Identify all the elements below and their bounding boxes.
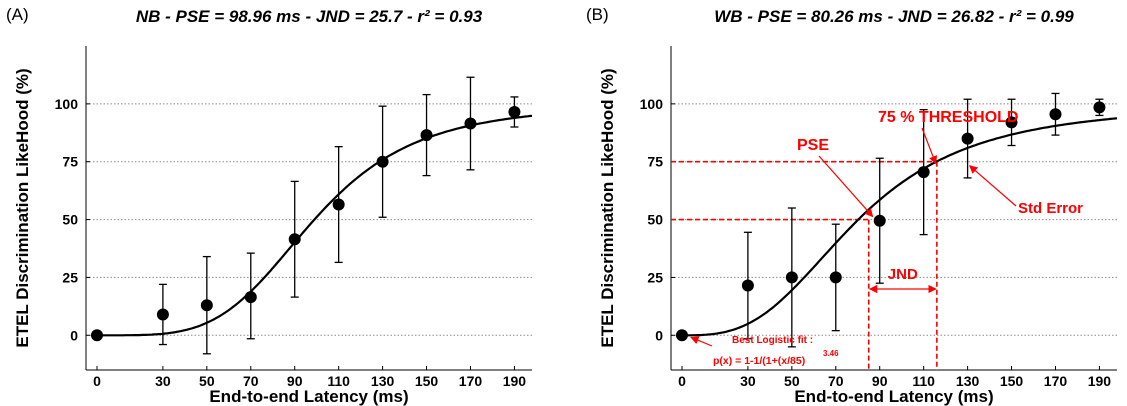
chart-0-y-tick-label: 25 [62, 269, 78, 285]
chart-0-title: NB - PSE = 98.96 ms - JND = 25.7 - r² = … [136, 7, 483, 26]
chart-0-data-point [464, 117, 477, 130]
chart-1-fit-curve [682, 117, 1118, 337]
chart-1-x-tick-label: 50 [784, 373, 800, 389]
chart-panel-b: (B) WB - PSE = 80.26 ms - JND = 26.82 - r… [584, 0, 1127, 406]
chart-1-x-tick-label: 90 [872, 373, 888, 389]
chart-0-data-point [288, 233, 301, 246]
chart-1-data-point [917, 166, 930, 179]
chart-1-x-tick-label: 150 [1000, 373, 1024, 389]
chart-1-data-point [1093, 101, 1106, 114]
chart-0-data-point [508, 105, 521, 118]
chart-1-fit-label-line1: Best Logistic fit : [732, 335, 813, 346]
chart-1-std-error-label: Std Error [1018, 200, 1083, 217]
chart-0-x-tick-label: 150 [415, 373, 439, 389]
chart-0-x-tick-label: 130 [371, 373, 395, 389]
chart-0-data-point [156, 308, 169, 321]
chart-0-data-point [200, 299, 213, 312]
chart-1-fit-label-exponent: 3.46 [823, 349, 839, 358]
chart-0-y-tick-label: 50 [62, 212, 78, 228]
chart-0-y-tick-label: 75 [62, 154, 78, 170]
chart-0-y-tick-label: 100 [55, 96, 79, 112]
chart-0-x-tick-label: 30 [155, 373, 171, 389]
chart-panel-a: (A) NB - PSE = 98.96 ms - JND = 25.7 - r²… [0, 0, 563, 406]
chart-1-pse-arrow [818, 155, 874, 218]
chart-0-data-point [244, 291, 257, 304]
chart-0-x-axis-label: End-to-end Latency (ms) [209, 387, 408, 406]
chart-1-std-error-arrow [968, 165, 1017, 207]
chart-1-x-tick-label: 0 [678, 373, 686, 389]
chart-0-data-point [376, 155, 389, 168]
chart-0-x-tick-label: 70 [243, 373, 259, 389]
chart-1-data-point [1005, 116, 1018, 129]
chart-1-panel-label: (B) [586, 5, 609, 24]
chart-a-svg: (A) NB - PSE = 98.96 ms - JND = 25.7 - r²… [6, 5, 533, 406]
chart-1-data-point [829, 271, 842, 284]
chart-0-fit-curve [97, 114, 533, 337]
chart-1-data-point [873, 214, 886, 227]
chart-0-x-tick-label: 110 [327, 373, 350, 389]
chart-1-y-tick-label: 25 [647, 269, 663, 285]
chart-0-data-point [90, 329, 103, 342]
chart-0-x-tick-label: 90 [287, 373, 303, 389]
chart-b-svg: (B) WB - PSE = 80.26 ms - JND = 26.82 - r… [586, 5, 1118, 406]
chart-1-pse-label: PSE [797, 137, 829, 154]
chart-1-x-tick-label: 130 [956, 373, 980, 389]
chart-1-fit-arrow [690, 336, 713, 347]
chart-0-x-tick-label: 190 [503, 373, 527, 389]
chart-0-x-tick-label: 50 [199, 373, 215, 389]
chart-1-x-tick-label: 190 [1088, 373, 1112, 389]
chart-1-x-axis-label: End-to-end Latency (ms) [794, 387, 993, 406]
chart-0-panel-label: (A) [6, 5, 29, 24]
chart-1-data-point [741, 279, 754, 292]
chart-1-jnd-label: JND [888, 266, 918, 283]
chart-1-x-tick-label: 30 [740, 373, 756, 389]
chart-1-fit-label-line2: p(x) = 1-1/(1+(x/85) [713, 355, 805, 367]
chart-1-y-tick-label: 75 [647, 154, 663, 170]
chart-0-y-tick-label: 0 [70, 327, 78, 343]
chart-1-threshold-label: 75 % THRESHOLD [878, 109, 1018, 126]
chart-1-x-tick-label: 170 [1044, 373, 1068, 389]
chart-1-data-point [675, 329, 688, 342]
chart-1-threshold-arrow [921, 127, 938, 165]
chart-1-data-point [785, 271, 798, 284]
chart-1-title: WB - PSE = 80.26 ms - JND = 26.82 - r² =… [714, 7, 1074, 26]
chart-0-x-tick-label: 0 [93, 373, 101, 389]
chart-1-data-point [1049, 108, 1062, 121]
chart-1-y-axis-label: ETEL Discrimination LikeHood (%) [598, 68, 617, 347]
chart-1-data-point [961, 132, 974, 145]
chart-1-y-tick-label: 0 [655, 327, 663, 343]
chart-1-x-tick-label: 70 [828, 373, 844, 389]
chart-0-y-axis-label: ETEL Discrimination LikeHood (%) [13, 68, 32, 347]
chart-1-y-tick-label: 100 [640, 96, 664, 112]
chart-0-data-point [420, 129, 433, 142]
chart-1-x-tick-label: 110 [912, 373, 935, 389]
chart-1-y-tick-label: 50 [647, 212, 663, 228]
chart-0-x-tick-label: 170 [459, 373, 483, 389]
chart-0-data-point [332, 198, 345, 211]
